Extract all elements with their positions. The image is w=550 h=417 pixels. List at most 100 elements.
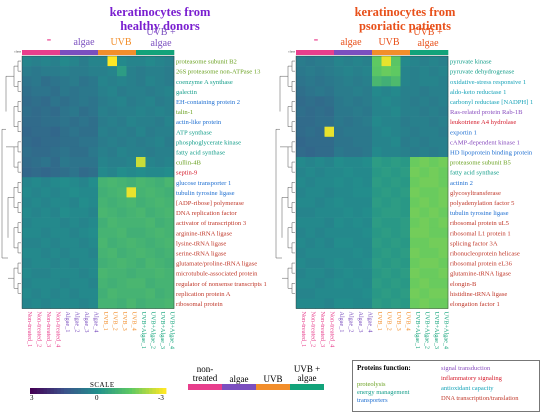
heatmap-cell — [60, 217, 70, 228]
heatmap-cell — [324, 258, 335, 269]
heatmap-cell — [41, 106, 51, 117]
group-legend-swatch — [290, 384, 324, 390]
heatmap-cell — [69, 136, 80, 148]
heatmap-cell — [136, 258, 146, 269]
heatmap-cell — [60, 278, 70, 289]
heatmap-cell — [79, 116, 89, 127]
heatmap-cell — [429, 227, 439, 239]
heatmap-cell — [88, 66, 99, 77]
heatmap-cell — [362, 227, 373, 239]
heatmap-cell — [315, 66, 325, 77]
heatmap-cell — [419, 66, 430, 77]
heatmap-cell — [117, 268, 127, 279]
heatmap-cell — [41, 167, 51, 178]
heatmap-cell — [88, 96, 99, 107]
group-legend-swatch — [256, 384, 290, 390]
heatmap-cell — [22, 86, 32, 97]
heatmap-cell — [372, 106, 382, 117]
group-strip-cell — [155, 50, 165, 55]
class-tag: class — [288, 50, 295, 54]
heatmap-cell — [155, 136, 165, 148]
group-strip-cell — [343, 50, 354, 55]
heatmap-cell — [41, 237, 51, 249]
heatmap-cell — [296, 106, 306, 117]
heatmap-cell — [155, 227, 165, 239]
heatmap-cell — [50, 268, 61, 279]
heatmap-cell — [136, 86, 146, 97]
heatmap-cell — [334, 136, 344, 148]
heatmap-cell — [145, 96, 156, 107]
colorbar-segment — [155, 388, 160, 394]
heatmap-cell — [410, 237, 420, 249]
column-label: UVB+Algae_4 — [169, 312, 176, 350]
row-label: glutamate/proline-tRNA ligase — [176, 261, 257, 268]
heatmap-cell — [372, 136, 382, 148]
legend-uvb-label: UVB — [263, 374, 283, 384]
heatmap-cell — [438, 86, 449, 97]
group-strip-cell — [296, 50, 306, 55]
heatmap-cell — [22, 96, 32, 107]
heatmap-cell — [381, 258, 392, 269]
heatmap-cell — [136, 96, 146, 107]
heatmap-cell — [324, 207, 335, 218]
row-label: elongation factor 1 — [450, 301, 500, 308]
heatmap-cell — [343, 207, 354, 218]
heatmap-cell — [296, 157, 306, 168]
heatmap-cell — [22, 278, 32, 289]
heatmap-cell — [353, 247, 363, 259]
heatmap-cell — [305, 136, 316, 148]
row-label: proteasome subunit B2 — [176, 59, 237, 66]
heatmap-cell — [410, 197, 420, 208]
heatmap-cell — [305, 76, 316, 87]
heatmap-cell — [79, 56, 89, 67]
left-group-label-nontreated: - — [46, 32, 52, 47]
column-label: UVB_4 — [405, 312, 412, 331]
heatmap-cell — [429, 76, 439, 87]
heatmap-cell — [126, 298, 137, 309]
heatmap-cell — [419, 237, 430, 249]
heatmap-cell — [155, 298, 165, 309]
heatmap-cell — [50, 167, 61, 178]
heatmap-cell — [145, 217, 156, 228]
heatmap-cell — [22, 288, 32, 299]
heatmap-cell — [107, 187, 118, 198]
colorbar-segment — [162, 388, 167, 394]
heatmap-cell — [381, 106, 392, 117]
heatmap-cell — [429, 167, 439, 178]
heatmap-cell — [315, 268, 325, 279]
heatmap-cell — [315, 56, 325, 67]
heatmap-cell — [419, 167, 430, 178]
column-label: UVB+Algae_3 — [433, 312, 440, 350]
heatmap-cell — [315, 146, 325, 158]
column-label: UVB_1 — [376, 312, 383, 331]
heatmap-cell — [126, 237, 137, 249]
colorbar-segment — [53, 388, 58, 394]
heatmap-cell — [41, 197, 51, 208]
colorbar-segment — [135, 388, 140, 394]
column-label: UVB_2 — [386, 312, 393, 331]
column-label: UVB+Algae_2 — [424, 312, 431, 350]
heatmap-cell — [381, 288, 392, 299]
heatmap-cell — [343, 237, 354, 249]
group-strip-cell — [419, 50, 430, 55]
heatmap-cell — [88, 86, 99, 97]
heatmap-cell — [419, 177, 430, 188]
heatmap-cell — [155, 56, 165, 67]
heatmap-cell — [296, 247, 306, 259]
heatmap-cell — [362, 217, 373, 228]
heatmap-cell — [69, 268, 80, 279]
heatmap-frame — [21, 55, 175, 309]
heatmap-cell — [164, 288, 175, 299]
heatmap-cell — [305, 86, 316, 97]
heatmap-cell — [343, 146, 354, 158]
heatmap-cell — [419, 146, 430, 158]
heatmap-cell — [88, 237, 99, 249]
heatmap-cell — [107, 167, 118, 178]
heatmap-cell — [98, 197, 108, 208]
group-strip-cell — [353, 50, 363, 55]
heatmap-cell — [324, 278, 335, 289]
heatmap-cell — [88, 126, 99, 138]
heatmap-cell — [391, 197, 401, 208]
colorbar-segment — [87, 388, 92, 394]
row-label: microtubule-associated protein — [176, 271, 258, 278]
